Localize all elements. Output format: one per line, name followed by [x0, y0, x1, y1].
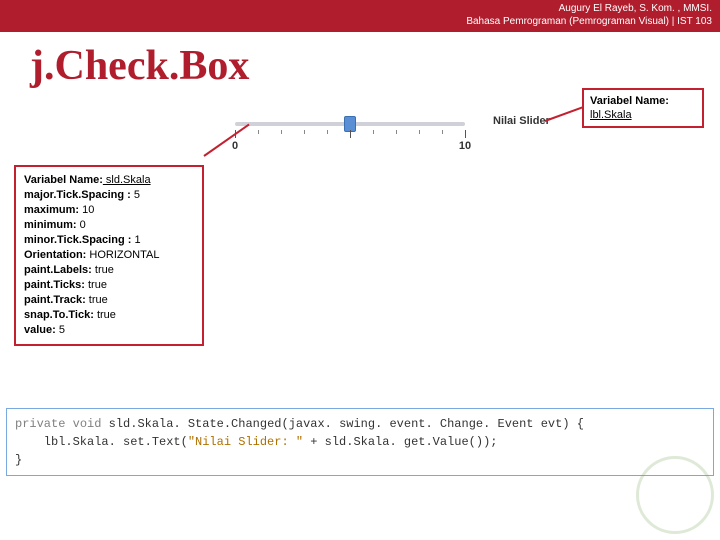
slider-minor-tick	[258, 130, 259, 134]
prop-row: value: 5	[24, 323, 194, 338]
kw-private: private	[15, 417, 65, 431]
top-bar: Augury El Rayeb, S. Kom. , MMSI. Bahasa …	[0, 0, 720, 32]
slider-major-tick	[350, 130, 351, 138]
slider-widget[interactable]: 0 10	[225, 108, 485, 163]
code-text: + sld.Skala. get.Value());	[303, 435, 497, 449]
code-text: lbl.Skala. set.Text(	[15, 435, 188, 449]
header-line2: Bahasa Pemrograman (Pemrograman Visual) …	[466, 15, 712, 28]
callout-left: Variabel Name: sld.Skala major.Tick.Spac…	[14, 165, 204, 346]
callout-right-value: lbl.Skala	[590, 109, 632, 121]
prop-row: minimum: 0	[24, 218, 194, 233]
prop-val: true	[86, 294, 108, 306]
prop-row: Variabel Name: sld.Skala	[24, 173, 194, 188]
slider-minor-tick	[281, 130, 282, 134]
slider-minor-tick	[327, 130, 328, 134]
prop-val: sld.Skala	[103, 174, 151, 186]
slider-caption: Nilai Slider	[493, 115, 550, 127]
slider-minor-tick	[419, 130, 420, 134]
slider-min-label: 0	[232, 140, 238, 152]
prop-key: snap.To.Tick:	[24, 309, 94, 321]
callout-right: Variabel Name: lbl.Skala	[582, 88, 704, 128]
prop-row: major.Tick.Spacing : 5	[24, 188, 194, 203]
prop-key: value:	[24, 324, 56, 336]
slider-minor-tick	[373, 130, 374, 134]
kw-void: void	[65, 417, 101, 431]
prop-key: major.Tick.Spacing :	[24, 189, 131, 201]
code-text: sld.Skala. State.Changed(javax. swing. e…	[101, 417, 583, 431]
prop-val: 5	[56, 324, 65, 336]
slider-minor-tick	[442, 130, 443, 134]
prop-key: minor.Tick.Spacing :	[24, 234, 131, 246]
prop-row: minor.Tick.Spacing : 1	[24, 233, 194, 248]
prop-key: maximum:	[24, 204, 79, 216]
slider-max-label: 10	[459, 140, 471, 152]
prop-row: paint.Track: true	[24, 293, 194, 308]
code-text: }	[15, 453, 22, 467]
prop-row: maximum: 10	[24, 203, 194, 218]
slider-minor-tick	[304, 130, 305, 134]
prop-key: paint.Labels:	[24, 264, 92, 276]
watermark-logo	[636, 456, 714, 534]
prop-val: HORIZONTAL	[86, 249, 159, 261]
prop-row: Orientation: HORIZONTAL	[24, 248, 194, 263]
slider-major-tick	[465, 130, 466, 138]
prop-key: paint.Track:	[24, 294, 86, 306]
code-snippet: private void sld.Skala. State.Changed(ja…	[6, 408, 714, 476]
prop-key: minimum:	[24, 219, 77, 231]
prop-val: true	[85, 279, 107, 291]
prop-val: true	[92, 264, 114, 276]
prop-val: 0	[77, 219, 86, 231]
prop-val: true	[94, 309, 116, 321]
prop-row: paint.Ticks: true	[24, 278, 194, 293]
prop-key: paint.Ticks:	[24, 279, 85, 291]
prop-key: Variabel Name:	[24, 174, 103, 186]
prop-row: paint.Labels: true	[24, 263, 194, 278]
header-text: Augury El Rayeb, S. Kom. , MMSI. Bahasa …	[466, 2, 712, 28]
slider-minor-tick	[396, 130, 397, 134]
page-title: j.Check.Box	[30, 42, 249, 90]
callout-right-title: Variabel Name:	[590, 95, 669, 107]
prop-key: Orientation:	[24, 249, 86, 261]
prop-val: 10	[79, 204, 94, 216]
callout-right-connector	[545, 106, 583, 122]
code-string: "Nilai Slider: "	[188, 435, 303, 449]
prop-val: 1	[131, 234, 140, 246]
header-line1: Augury El Rayeb, S. Kom. , MMSI.	[466, 2, 712, 15]
prop-val: 5	[131, 189, 140, 201]
prop-row: snap.To.Tick: true	[24, 308, 194, 323]
